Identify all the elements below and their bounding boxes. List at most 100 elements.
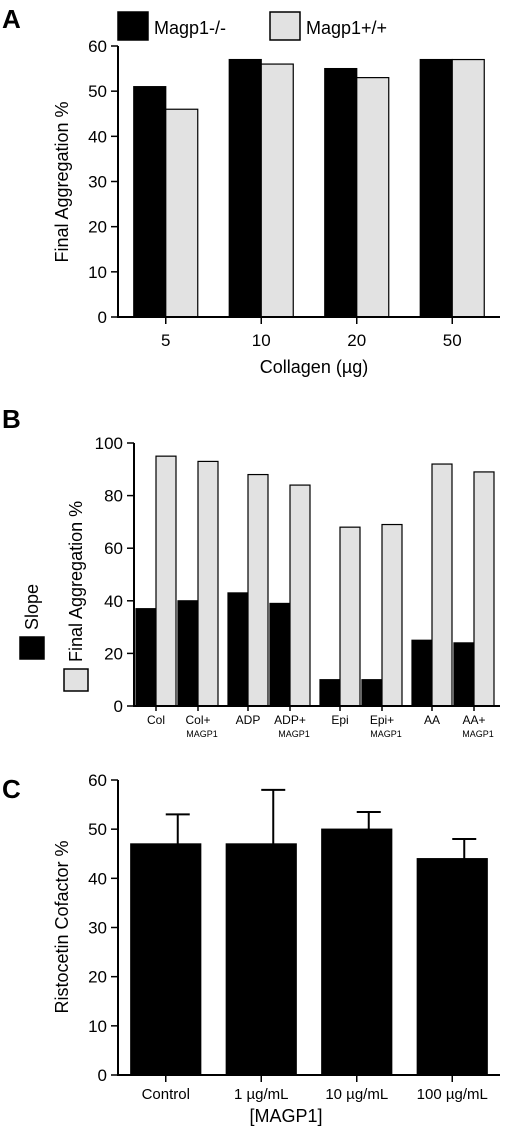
panel-c-ylabel: Ristocetin Cofactor %	[52, 840, 72, 1013]
y-tick-label: 60	[88, 37, 107, 56]
panel-c: C 0 10 20 30 40 50 60 Control 1 µg/mL 10 µg/mL 10…	[2, 771, 500, 1126]
panel-a-xlabel: Collagen (µg)	[260, 357, 368, 377]
x-tick-label: 10	[252, 331, 271, 350]
y-tick-label: 50	[88, 82, 107, 101]
bar	[269, 602, 291, 707]
x-tick-sublabel: MAGP1	[278, 729, 310, 739]
y-tick-label: 80	[104, 487, 123, 506]
x-tick-label: 20	[347, 331, 366, 350]
panel-b-legend: Slope Final Aggregation %	[19, 501, 89, 692]
panel-b-letter: B	[2, 404, 21, 434]
x-tick-label: Col	[147, 713, 165, 727]
panel-c-bars	[130, 828, 488, 1076]
panel-a-ylabel: Final Aggregation %	[52, 101, 72, 262]
panel-a-legend: Magp1-/- Magp1+/+	[117, 11, 387, 41]
panel-b-y-ticks: 0 20 40 60 80 100	[95, 434, 134, 716]
legend-swatch-slope	[19, 636, 45, 660]
panel-b-axes	[133, 443, 500, 707]
y-tick-label: 60	[88, 771, 107, 790]
bar	[225, 843, 297, 1076]
panel-c-letter: C	[2, 774, 21, 804]
y-tick-label: 0	[98, 1066, 107, 1085]
y-tick-label: 30	[88, 919, 107, 938]
y-tick-label: 20	[104, 644, 123, 663]
x-tick-label: 100 µg/mL	[417, 1086, 488, 1103]
x-tick-sublabel: MAGP1	[186, 729, 218, 739]
bar	[451, 58, 485, 318]
y-tick-label: 100	[95, 434, 123, 453]
y-tick-label: 40	[104, 592, 123, 611]
x-tick-label: ADP+	[274, 713, 306, 727]
bar	[453, 642, 475, 707]
y-tick-label: 20	[88, 968, 107, 987]
x-tick-sublabel: MAGP1	[462, 729, 494, 739]
y-tick-label: 30	[88, 173, 107, 192]
bar	[177, 600, 199, 707]
bar	[431, 463, 453, 707]
bar	[324, 67, 358, 318]
bar	[356, 77, 390, 318]
legend-label-magp1-ko: Magp1-/-	[154, 18, 226, 38]
x-tick-label: Epi+	[370, 713, 394, 727]
legend-swatch-magp1-wt	[269, 11, 301, 41]
y-tick-label: 60	[104, 539, 123, 558]
y-tick-label: 20	[88, 218, 107, 237]
bar	[411, 639, 433, 707]
y-tick-label: 50	[88, 820, 107, 839]
panel-b-x-ticks: Col Col+ MAGP1 ADP ADP+ MAGP1 Epi Epi+ MAGP1 AA AA…	[147, 706, 494, 739]
panel-c-xlabel: [MAGP1]	[249, 1106, 322, 1126]
y-tick-label: 0	[98, 308, 107, 327]
bar	[155, 455, 177, 707]
panel-a-axes	[117, 46, 500, 318]
bar	[419, 58, 453, 318]
bar	[133, 86, 167, 318]
panel-c-error-bars	[165, 788, 477, 859]
x-tick-label: 10 µg/mL	[325, 1086, 388, 1103]
panel-a-y-ticks: 0 10 20 30 40 50 60	[88, 37, 118, 327]
panel-c-y-ticks: 0 10 20 30 40 50 60	[88, 771, 118, 1085]
y-tick-label: 0	[114, 697, 123, 716]
bar	[130, 843, 202, 1076]
x-tick-label: 1 µg/mL	[234, 1086, 289, 1103]
panel-a-letter: A	[2, 4, 21, 34]
bar	[228, 58, 262, 318]
x-tick-label: Epi	[331, 713, 348, 727]
panel-c-x-ticks: Control 1 µg/mL 10 µg/mL 100 µg/mL	[142, 1075, 488, 1103]
x-tick-label: Col+	[185, 713, 210, 727]
bar	[361, 679, 383, 707]
bar	[416, 858, 488, 1076]
x-tick-label: Control	[142, 1086, 190, 1103]
bar	[381, 523, 403, 707]
x-tick-label: AA	[424, 713, 440, 727]
y-tick-label: 40	[88, 127, 107, 146]
bar	[339, 526, 361, 707]
x-tick-sublabel: MAGP1	[370, 729, 402, 739]
legend-swatch-magp1-ko	[117, 11, 149, 41]
y-tick-label: 10	[88, 1017, 107, 1036]
bar	[289, 484, 311, 707]
x-tick-label: ADP	[236, 713, 261, 727]
bar	[473, 471, 495, 707]
panel-a-bars	[133, 58, 485, 318]
bar	[165, 108, 199, 318]
panel-c-axes	[117, 780, 500, 1076]
panel-b: B Slope Final Aggregation % 0 20 40 60 80 100…	[2, 404, 500, 739]
x-tick-label: 50	[443, 331, 462, 350]
y-tick-label: 40	[88, 869, 107, 888]
bar	[319, 679, 341, 707]
bar	[227, 592, 249, 707]
bar	[197, 460, 219, 707]
legend-swatch-final-aggregation	[63, 668, 89, 692]
bar	[135, 608, 157, 707]
legend-label-slope: Slope	[22, 584, 42, 630]
x-tick-label: AA+	[462, 713, 485, 727]
legend-label-final-aggregation: Final Aggregation %	[66, 501, 86, 662]
bar	[260, 63, 294, 318]
panel-b-bars	[135, 455, 495, 707]
bar	[321, 828, 393, 1076]
legend-label-magp1-wt: Magp1+/+	[306, 18, 387, 38]
y-tick-label: 10	[88, 263, 107, 282]
panel-a-x-ticks: 5 10 20 50	[161, 317, 462, 350]
